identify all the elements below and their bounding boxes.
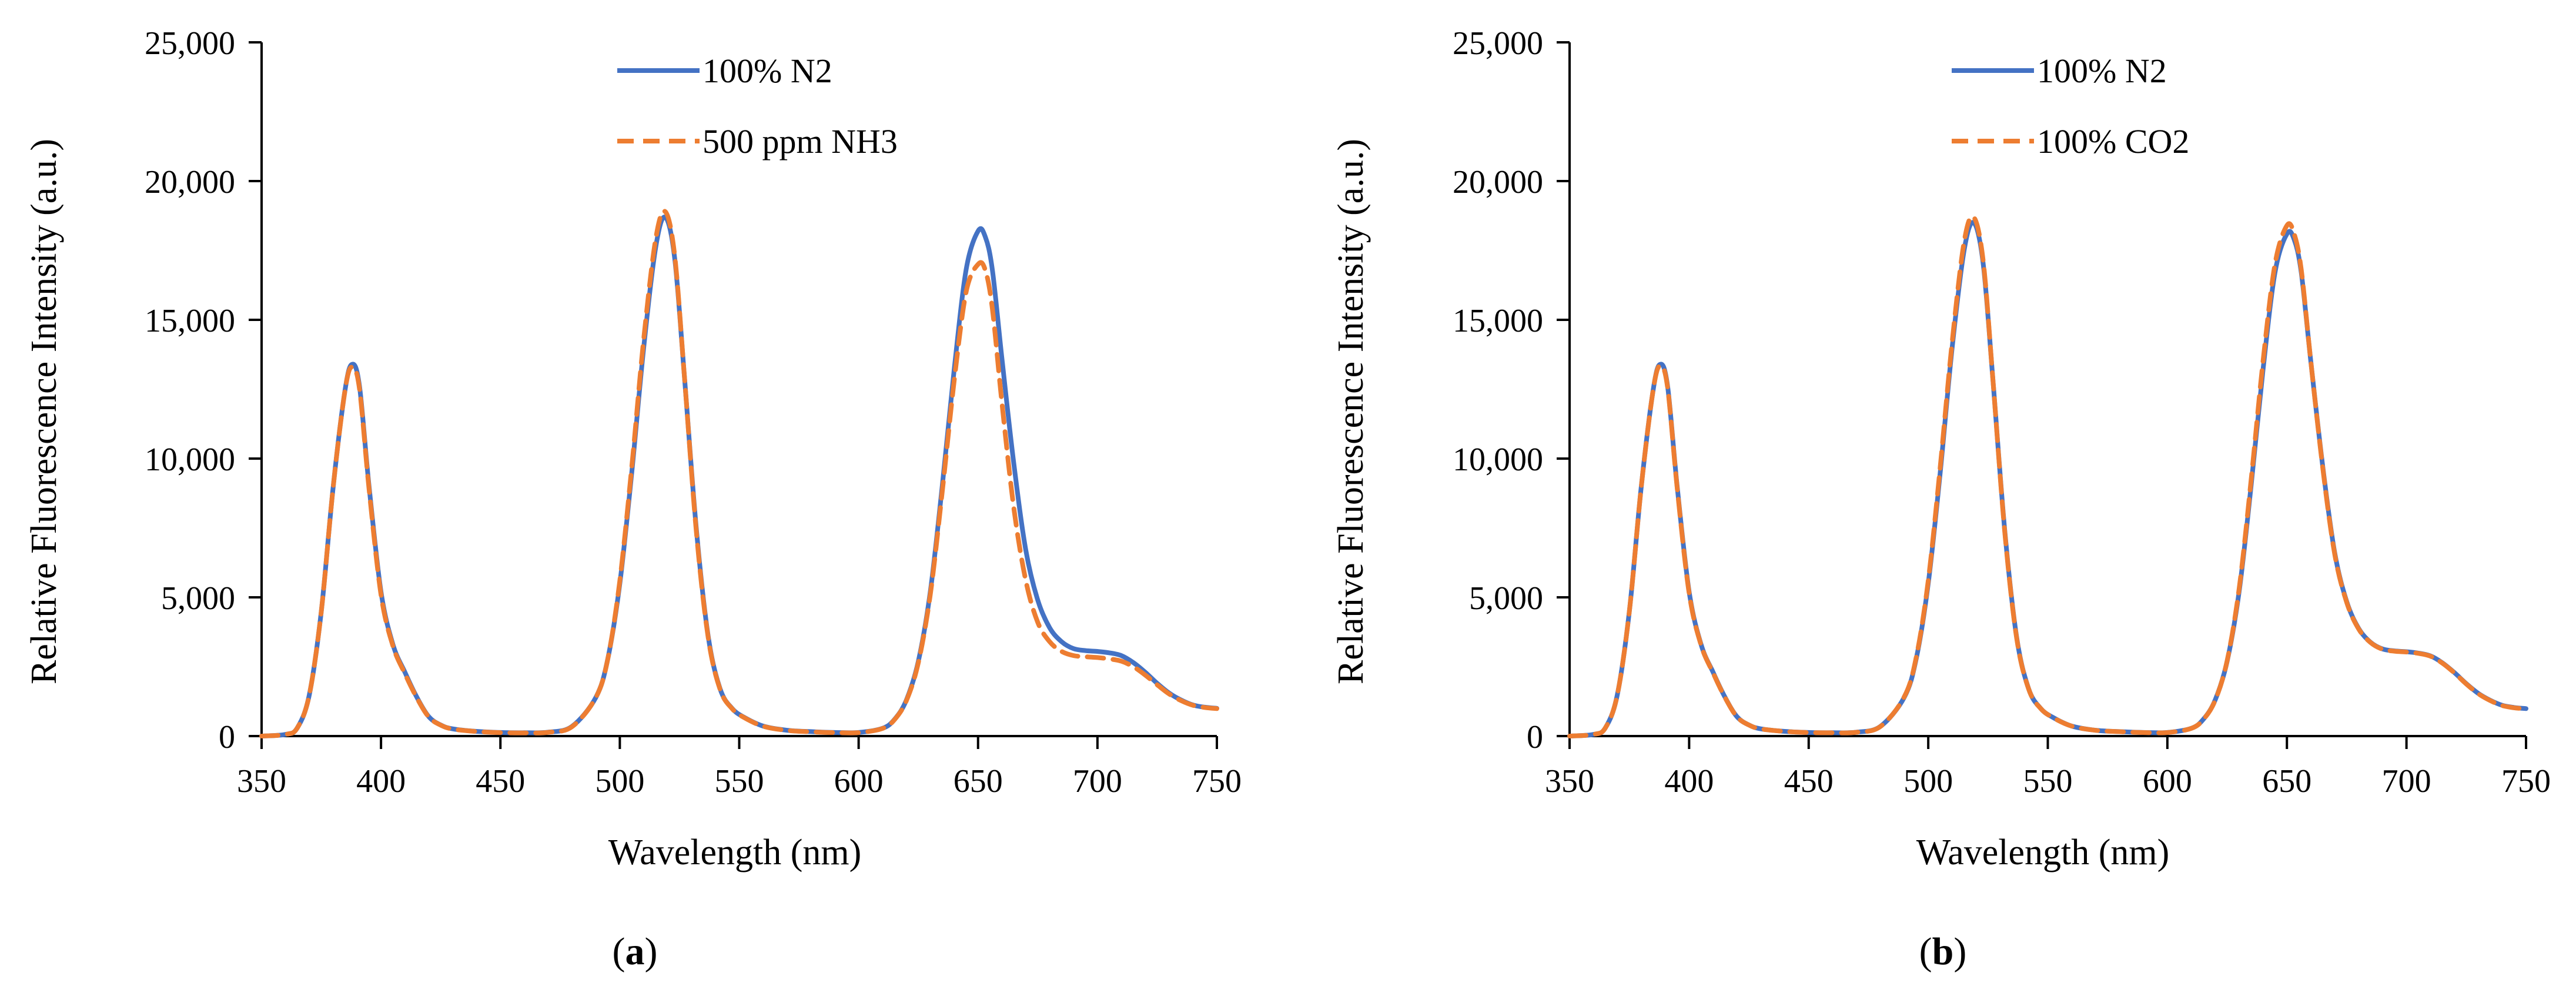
x-tick-label: 550 bbox=[715, 763, 764, 800]
x-tick-label: 650 bbox=[2262, 763, 2311, 800]
legend-item: 500 ppm NH3 bbox=[617, 122, 898, 161]
x-tick-label: 450 bbox=[1784, 763, 1834, 800]
x-tick-label: 350 bbox=[1545, 763, 1594, 800]
y-tick-label: 20,000 bbox=[1453, 164, 1543, 200]
x-tick-label: 700 bbox=[2382, 763, 2431, 800]
y-tick-label: 10,000 bbox=[145, 442, 235, 478]
legend-label: 100% CO2 bbox=[2037, 122, 2189, 161]
x-tick-label: 650 bbox=[954, 763, 1003, 800]
x-tick-label: 600 bbox=[834, 763, 884, 800]
y-tick-label: 5,000 bbox=[1469, 580, 1543, 617]
panel-caption-a: (a) bbox=[613, 930, 658, 973]
y-axis-title: Relative Fluorescence Intensity (a.u.) bbox=[24, 139, 64, 684]
legend: 100% N2 500 ppm NH3 bbox=[617, 52, 898, 161]
y-tick-label: 25,000 bbox=[145, 25, 235, 62]
legend: 100% N2 100% CO2 bbox=[1952, 52, 2189, 161]
x-tick-label: 350 bbox=[237, 763, 286, 800]
legend-label: 500 ppm NH3 bbox=[702, 122, 898, 161]
y-tick-label: 0 bbox=[219, 719, 235, 755]
series-line-dashed bbox=[259, 209, 1219, 738]
x-axis-title: Wavelength (nm) bbox=[1916, 832, 2170, 872]
x-tick-label: 400 bbox=[356, 763, 406, 800]
x-axis-ticks: 350 400 450 500 550 600 650 700 750 bbox=[1545, 736, 2551, 800]
legend-item: 100% N2 bbox=[617, 52, 832, 90]
x-tick-label: 400 bbox=[1664, 763, 1714, 800]
x-tick-label: 700 bbox=[1073, 763, 1122, 800]
chart-panel-a: Relative Fluorescence Intensity (a.u.) W… bbox=[24, 25, 1242, 872]
legend-item: 100% CO2 bbox=[1952, 122, 2189, 161]
x-tick-label: 500 bbox=[1903, 763, 1953, 800]
x-tick-label: 750 bbox=[2501, 763, 2551, 800]
chart-panel-b: Relative Fluorescence Intensity (a.u.) W… bbox=[1331, 25, 2551, 872]
series-layer bbox=[1567, 214, 2528, 738]
y-tick-label: 15,000 bbox=[145, 303, 235, 339]
x-tick-label: 750 bbox=[1192, 763, 1242, 800]
panel-caption-b: (b) bbox=[1919, 930, 1967, 973]
y-axis-ticks: 0 5,000 10,000 15,000 20,000 25,000 bbox=[1453, 25, 1570, 755]
x-tick-label: 550 bbox=[2023, 763, 2073, 800]
legend-label: 100% N2 bbox=[702, 52, 832, 90]
y-axis-title: Relative Fluorescence Intensity (a.u.) bbox=[1331, 139, 1371, 684]
legend-item: 100% N2 bbox=[1952, 52, 2167, 90]
y-tick-label: 15,000 bbox=[1453, 303, 1543, 339]
y-tick-label: 5,000 bbox=[161, 580, 235, 617]
legend-label: 100% N2 bbox=[2037, 52, 2167, 90]
x-tick-label: 500 bbox=[595, 763, 644, 800]
y-axis-ticks: 0 5,000 10,000 15,000 20,000 25,000 bbox=[145, 25, 262, 755]
series-line-solid bbox=[259, 215, 1219, 738]
x-axis-title: Wavelength (nm) bbox=[608, 832, 862, 872]
series-layer bbox=[259, 209, 1219, 738]
y-tick-label: 20,000 bbox=[145, 164, 235, 200]
x-tick-label: 600 bbox=[2143, 763, 2192, 800]
y-tick-label: 25,000 bbox=[1453, 25, 1543, 62]
x-tick-label: 450 bbox=[476, 763, 525, 800]
x-axis-ticks: 350 400 450 500 550 600 650 700 750 bbox=[237, 736, 1242, 800]
series-line-dashed bbox=[1567, 214, 2528, 738]
y-tick-label: 0 bbox=[1527, 719, 1543, 755]
y-tick-label: 10,000 bbox=[1453, 442, 1543, 478]
series-line-solid bbox=[1567, 220, 2528, 738]
